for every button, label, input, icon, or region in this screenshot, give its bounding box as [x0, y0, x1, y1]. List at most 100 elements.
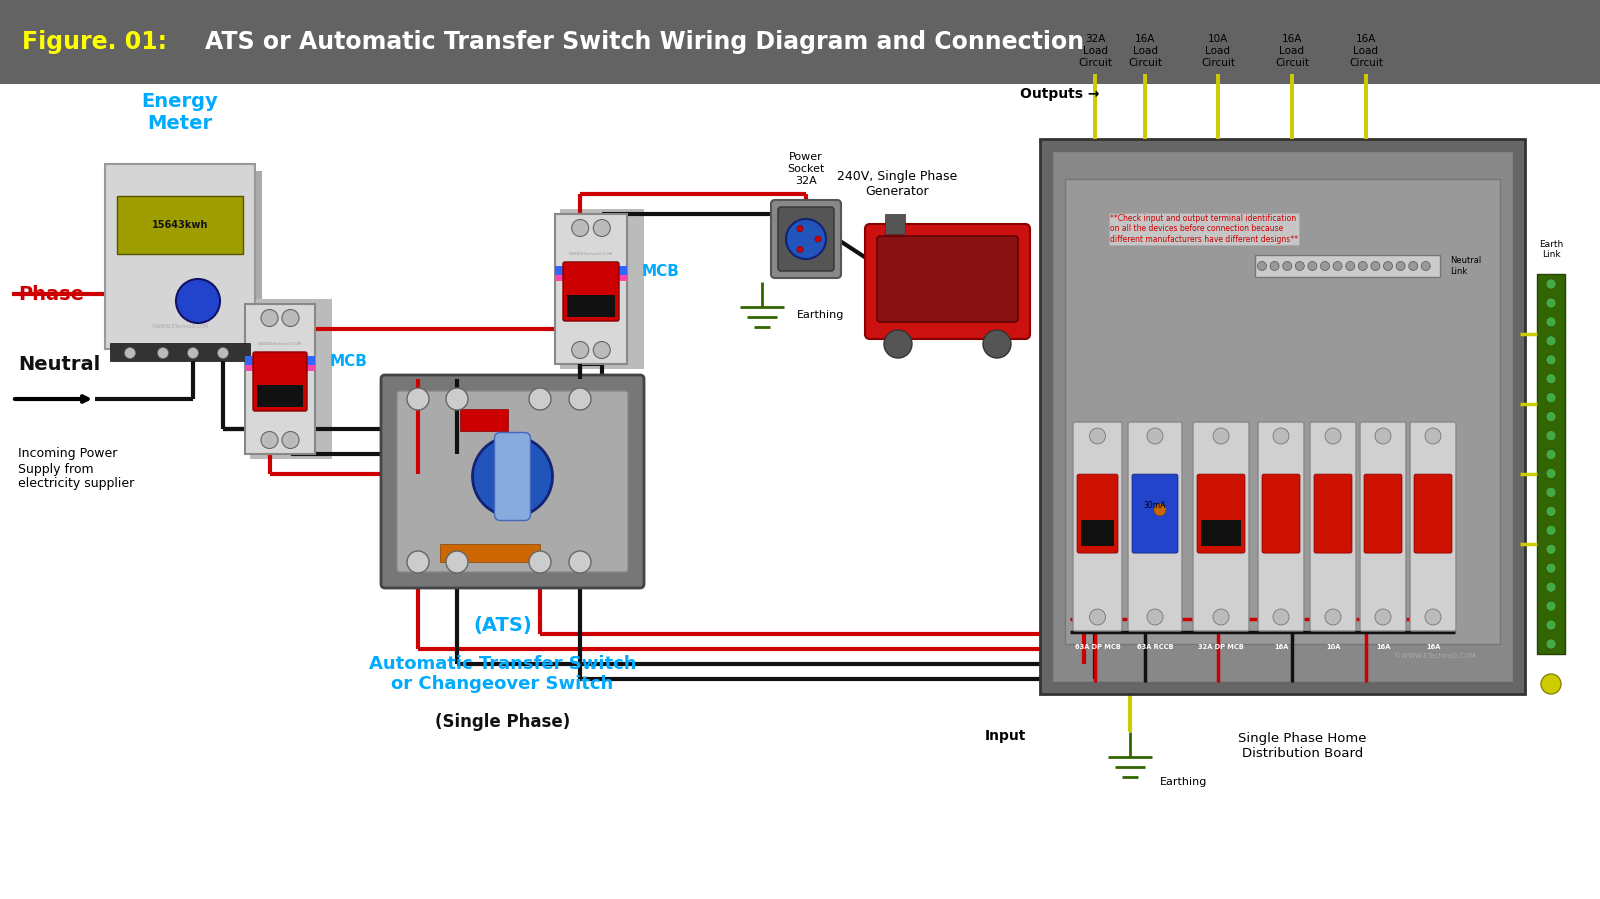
- Text: Figure. 01:: Figure. 01:: [22, 30, 166, 54]
- Text: 16A: 16A: [1426, 644, 1440, 650]
- Bar: [555, 275, 627, 281]
- Text: 63A RCCB: 63A RCCB: [1136, 644, 1173, 650]
- FancyBboxPatch shape: [1314, 474, 1352, 553]
- FancyBboxPatch shape: [1197, 474, 1245, 553]
- Circle shape: [1320, 262, 1330, 271]
- Circle shape: [1270, 262, 1278, 271]
- Circle shape: [1426, 428, 1442, 444]
- Bar: [1254, 255, 1440, 277]
- Text: 30mA: 30mA: [1144, 502, 1166, 511]
- Text: MCB: MCB: [642, 263, 680, 279]
- Text: 32A DP MCB: 32A DP MCB: [1198, 644, 1243, 650]
- Circle shape: [1090, 428, 1106, 444]
- Text: WWW.ETechnoG.COM: WWW.ETechnoG.COM: [258, 342, 302, 346]
- Circle shape: [1546, 620, 1555, 630]
- FancyBboxPatch shape: [1258, 422, 1304, 631]
- Text: Single Phase Home
Distribution Board: Single Phase Home Distribution Board: [1238, 732, 1366, 760]
- Bar: [117, 196, 243, 254]
- Circle shape: [218, 348, 229, 359]
- FancyBboxPatch shape: [1310, 422, 1357, 631]
- Bar: [245, 304, 315, 454]
- FancyBboxPatch shape: [1360, 422, 1406, 631]
- Bar: [1082, 520, 1114, 546]
- Circle shape: [797, 226, 803, 232]
- Circle shape: [1421, 262, 1430, 271]
- Bar: [1202, 520, 1242, 546]
- Bar: [258, 385, 302, 407]
- Bar: [885, 214, 906, 234]
- FancyBboxPatch shape: [1410, 422, 1456, 631]
- Circle shape: [1325, 609, 1341, 625]
- Circle shape: [797, 246, 803, 253]
- Bar: [0, 0, 1600, 84]
- Bar: [461, 409, 509, 431]
- Circle shape: [1325, 428, 1341, 444]
- Circle shape: [786, 219, 826, 259]
- Circle shape: [883, 330, 912, 358]
- Text: Earthing: Earthing: [1160, 777, 1208, 787]
- Circle shape: [1147, 428, 1163, 444]
- Text: 16A: 16A: [1376, 644, 1390, 650]
- Text: 10A: 10A: [1326, 644, 1341, 650]
- Circle shape: [282, 432, 299, 449]
- Bar: [1040, 139, 1525, 694]
- Circle shape: [1546, 583, 1555, 592]
- Circle shape: [446, 551, 467, 573]
- Text: 16A
Load
Circuit: 16A Load Circuit: [1349, 34, 1382, 67]
- Circle shape: [1346, 262, 1355, 271]
- Circle shape: [1154, 503, 1166, 516]
- Text: Input: Input: [986, 729, 1026, 743]
- FancyBboxPatch shape: [563, 262, 619, 321]
- Bar: [555, 214, 627, 364]
- Circle shape: [1546, 298, 1555, 308]
- Circle shape: [1546, 336, 1555, 346]
- Circle shape: [1371, 262, 1379, 271]
- Text: 240V, Single Phase
Generator: 240V, Single Phase Generator: [837, 170, 958, 198]
- Circle shape: [1546, 431, 1555, 441]
- FancyBboxPatch shape: [778, 207, 834, 271]
- FancyBboxPatch shape: [253, 352, 307, 411]
- Text: (ATS): (ATS): [474, 617, 531, 636]
- Circle shape: [594, 342, 610, 359]
- Circle shape: [1546, 639, 1555, 649]
- Circle shape: [1258, 262, 1267, 271]
- Circle shape: [1283, 262, 1291, 271]
- Circle shape: [1374, 428, 1390, 444]
- Circle shape: [1274, 428, 1290, 444]
- FancyBboxPatch shape: [1262, 474, 1301, 553]
- Text: Earth
Link: Earth Link: [1539, 240, 1563, 259]
- FancyBboxPatch shape: [1077, 474, 1118, 553]
- Circle shape: [1333, 262, 1342, 271]
- Circle shape: [1090, 609, 1106, 625]
- Circle shape: [1546, 487, 1555, 497]
- Circle shape: [982, 330, 1011, 358]
- Circle shape: [1384, 262, 1392, 271]
- FancyBboxPatch shape: [1414, 474, 1453, 553]
- Circle shape: [1546, 544, 1555, 555]
- Text: 15643kwh: 15643kwh: [152, 220, 208, 230]
- Circle shape: [406, 388, 429, 410]
- Circle shape: [530, 388, 550, 410]
- Bar: [1066, 179, 1501, 644]
- FancyBboxPatch shape: [1133, 474, 1178, 553]
- Bar: [250, 299, 333, 459]
- Bar: [555, 266, 627, 276]
- Circle shape: [1546, 525, 1555, 535]
- Circle shape: [570, 551, 590, 573]
- Text: ATS or Automatic Transfer Switch Wiring Diagram and Connection: ATS or Automatic Transfer Switch Wiring …: [205, 30, 1085, 54]
- Circle shape: [530, 551, 550, 573]
- Circle shape: [1296, 262, 1304, 271]
- Text: Earthing: Earthing: [797, 310, 845, 320]
- Circle shape: [594, 219, 610, 236]
- Circle shape: [1546, 468, 1555, 478]
- Circle shape: [1408, 262, 1418, 271]
- Circle shape: [1426, 609, 1442, 625]
- Circle shape: [1546, 374, 1555, 384]
- Circle shape: [1541, 674, 1562, 694]
- Circle shape: [1546, 450, 1555, 459]
- Text: MCB: MCB: [330, 353, 368, 369]
- Text: Neutral: Neutral: [18, 354, 101, 373]
- Circle shape: [1546, 393, 1555, 403]
- Text: (Single Phase): (Single Phase): [435, 713, 570, 731]
- Bar: [1538, 274, 1565, 654]
